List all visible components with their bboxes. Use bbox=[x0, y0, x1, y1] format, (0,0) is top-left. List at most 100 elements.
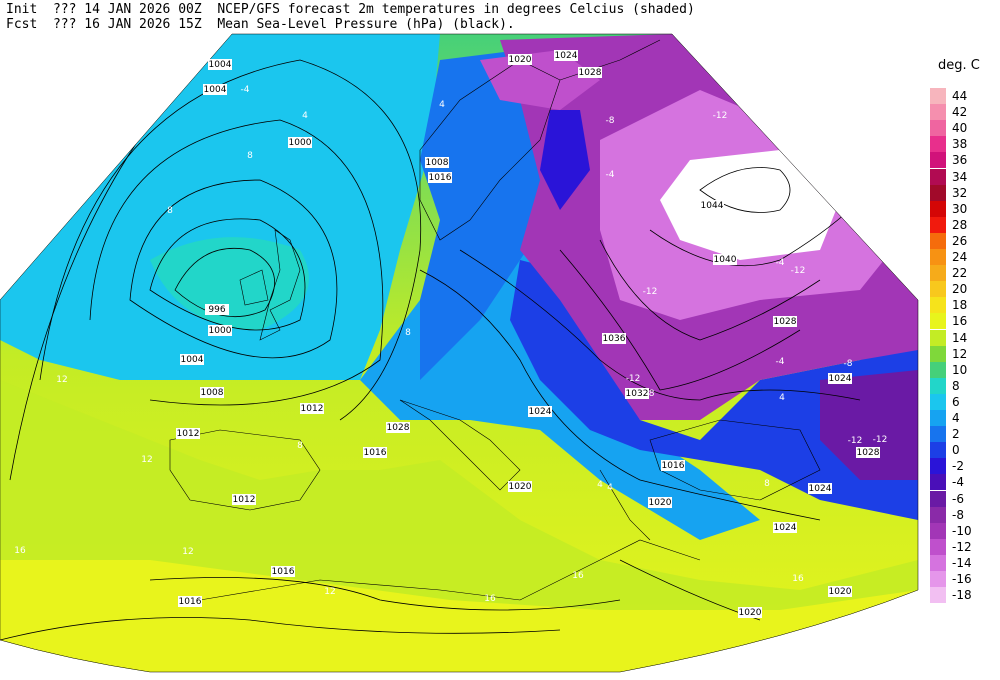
legend-row: -10 bbox=[930, 522, 990, 539]
legend-label: 10 bbox=[952, 362, 968, 377]
legend-swatch bbox=[930, 152, 946, 169]
legend-row: 34 bbox=[930, 168, 990, 185]
sahara-field bbox=[0, 560, 918, 672]
temperature-label: -12 bbox=[643, 287, 658, 297]
legend-label: 42 bbox=[952, 105, 968, 120]
legend-swatch bbox=[930, 88, 946, 104]
isobar-1004 bbox=[129, 179, 338, 359]
temperature-label: 12 bbox=[141, 455, 152, 465]
init-label: Init bbox=[6, 2, 38, 17]
temperature-label: -12 bbox=[791, 266, 806, 276]
legend-label: 26 bbox=[952, 233, 968, 248]
legend-swatch bbox=[930, 281, 946, 298]
legend-label: 2 bbox=[952, 427, 960, 442]
snow-field bbox=[660, 150, 840, 260]
britain-coast bbox=[259, 229, 301, 341]
svg-text:1024: 1024 bbox=[529, 407, 552, 417]
legend-row: 38 bbox=[930, 136, 990, 153]
legend-row: 44 bbox=[930, 88, 990, 104]
pressure-label: 1016 bbox=[428, 172, 452, 183]
svg-text:1028: 1028 bbox=[579, 68, 602, 78]
legend-label: 22 bbox=[952, 266, 968, 281]
svg-text:1016: 1016 bbox=[662, 461, 685, 471]
svg-text:996: 996 bbox=[208, 305, 225, 315]
legend-label: 18 bbox=[952, 298, 968, 313]
svg-text:1032: 1032 bbox=[626, 389, 649, 399]
svg-text:1036: 1036 bbox=[603, 334, 626, 344]
pressure-label: 1040 bbox=[713, 254, 737, 265]
temperature-label: -4 bbox=[776, 357, 785, 367]
legend-row: 2 bbox=[930, 426, 990, 443]
cold-plain-field bbox=[510, 260, 918, 520]
legend-swatch bbox=[930, 442, 946, 459]
legend-swatch bbox=[930, 393, 946, 410]
temperature-label: 12 bbox=[182, 547, 193, 557]
pressure-label: 1000 bbox=[288, 137, 312, 148]
legend-label: 28 bbox=[952, 217, 968, 232]
title-line-2: Mean Sea-Level Pressure (hPa) (black). bbox=[217, 17, 515, 32]
legend-row: 42 bbox=[930, 104, 990, 121]
title-line-1: NCEP/GFS forecast 2m temperatures in deg… bbox=[217, 2, 695, 17]
svg-text:1024: 1024 bbox=[555, 51, 578, 61]
temperature-label: -12 bbox=[873, 435, 888, 445]
legend-row: 28 bbox=[930, 216, 990, 233]
init-line: Init ??? 14 JAN 2026 00Z NCEP/GFS foreca… bbox=[6, 2, 695, 18]
scandinavia-field bbox=[420, 50, 560, 380]
pressure-label: 1028 bbox=[773, 316, 797, 327]
pressure-label: 1004 bbox=[203, 84, 227, 95]
isobar-1020-south bbox=[0, 617, 561, 641]
svg-text:1000: 1000 bbox=[209, 326, 232, 336]
coastlines bbox=[169, 39, 821, 601]
pressure-label: 1012 bbox=[176, 428, 200, 439]
ireland-coast bbox=[239, 269, 269, 306]
legend-swatch bbox=[930, 249, 946, 265]
pressure-label: 1032 bbox=[625, 388, 649, 399]
legend-row: 6 bbox=[930, 393, 990, 410]
temperature-label: -8 bbox=[844, 359, 853, 369]
legend-row: 36 bbox=[930, 152, 990, 169]
svg-text:1004: 1004 bbox=[204, 85, 227, 95]
legend-label: -6 bbox=[952, 491, 964, 506]
svg-text:1020: 1020 bbox=[829, 587, 852, 597]
legend-label: 30 bbox=[952, 201, 968, 216]
pressure-label: 996 bbox=[205, 304, 229, 315]
pressure-label: 1024 bbox=[828, 373, 852, 384]
legend-row: 22 bbox=[930, 265, 990, 282]
temperature-label: -8 bbox=[646, 389, 655, 399]
legend-swatch bbox=[930, 377, 946, 394]
legend-swatch bbox=[930, 587, 946, 604]
svg-text:1008: 1008 bbox=[201, 388, 224, 398]
temperature-label: 4 bbox=[779, 393, 785, 403]
temperature-label: -12 bbox=[713, 111, 728, 121]
pressure-label: 1044 bbox=[700, 200, 724, 211]
legend-row: 24 bbox=[930, 249, 990, 265]
temperature-label: 12 bbox=[324, 587, 335, 597]
svg-text:1020: 1020 bbox=[509, 482, 532, 492]
temperature-label: 16 bbox=[14, 546, 26, 556]
fcst-label: Fcst bbox=[6, 17, 38, 32]
scandinavia-coast bbox=[419, 59, 561, 241]
pressure-label: 1016 bbox=[661, 460, 685, 471]
legend-swatch bbox=[930, 136, 946, 153]
legend-swatch bbox=[930, 104, 946, 121]
legend-label: -12 bbox=[952, 539, 972, 554]
pressure-label: 1024 bbox=[773, 522, 797, 533]
svg-text:1024: 1024 bbox=[809, 484, 832, 494]
pressure-label: 1020 bbox=[648, 497, 672, 508]
legend-row: 4 bbox=[930, 410, 990, 426]
legend-swatch bbox=[930, 232, 946, 249]
temperature-label: 8 bbox=[764, 479, 770, 489]
legend-swatch bbox=[930, 554, 946, 571]
legend-label: 12 bbox=[952, 346, 968, 361]
pressure-label: 1016 bbox=[363, 447, 387, 458]
temperature-label: -16 bbox=[675, 180, 690, 190]
legend-row: -18 bbox=[930, 587, 990, 604]
legend-swatch bbox=[930, 490, 946, 507]
legend-title: deg. C bbox=[938, 58, 980, 73]
init-time: ??? 14 JAN 2026 00Z bbox=[52, 2, 202, 17]
pressure-label: 1028 bbox=[856, 447, 880, 458]
temperature-label: 8 bbox=[297, 441, 303, 451]
legend-swatch bbox=[930, 458, 946, 475]
temperature-label: 4 bbox=[302, 111, 308, 121]
